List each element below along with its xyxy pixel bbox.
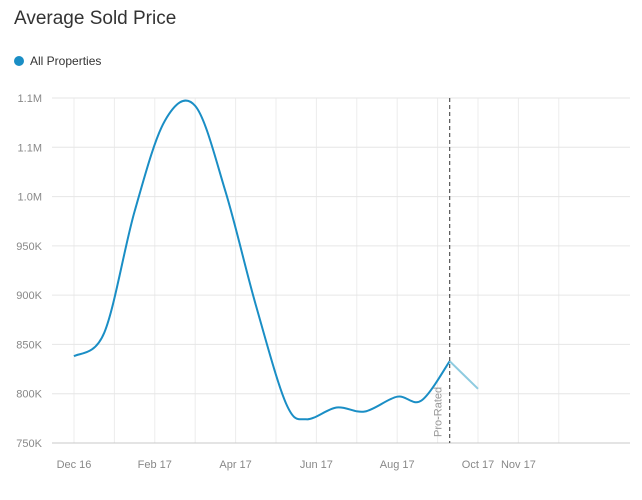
chart-title: Average Sold Price [14,8,177,29]
series-line-projected [449,360,479,390]
annotation-group: Pro-Rated [433,98,451,443]
y-tick-label: 1.1M [18,142,42,154]
legend-entry-all-properties: All Properties [30,54,102,68]
series-group [73,99,479,421]
x-tick-label: Dec 16 [57,459,92,471]
vertical-gridlines [73,98,560,443]
x-tick-label: Oct 17 [462,459,494,471]
x-tick-label: Feb 17 [138,459,172,471]
y-tick-label: 900K [16,290,42,302]
series-line-all-properties [73,99,451,421]
x-tick-label: Aug 17 [380,459,415,471]
legend[interactable]: All Properties [14,54,101,68]
x-axis-ticks: Dec 16 Feb 17 Apr 17 Jun 17 Aug 17 Oct 17 Nov … [57,459,536,471]
x-tick-label: Apr 17 [219,459,251,471]
legend-series-marker [14,56,24,66]
y-axis-ticks: 750K 800K 850K 900K 950K 1.0M 1.1M 1.1M [16,93,42,450]
x-tick-label: Jun 17 [300,459,333,471]
pro-rated-label: Pro-Rated [433,387,445,437]
x-tick-label: Nov 17 [501,459,536,471]
y-tick-label: 750K [16,438,42,450]
y-tick-label: 1.1M [18,93,42,105]
y-tick-label: 800K [16,389,42,401]
y-tick-label: 1.0M [18,192,42,204]
y-tick-label: 850K [16,339,42,351]
horizontal-gridlines [52,97,630,444]
y-tick-label: 950K [16,241,42,253]
